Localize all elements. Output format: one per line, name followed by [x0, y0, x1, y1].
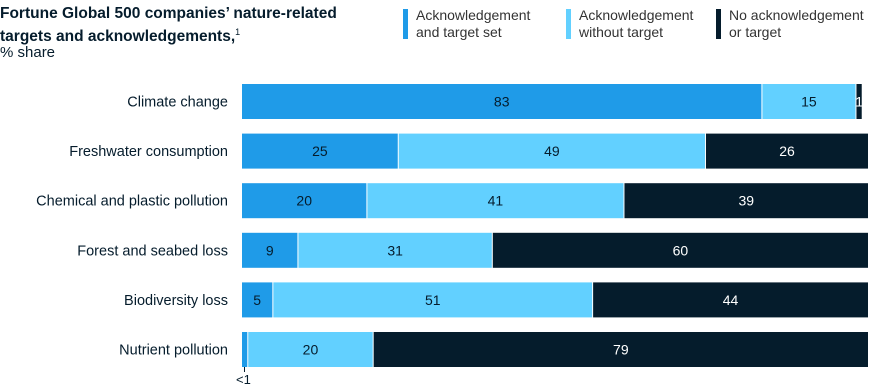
chart-subtitle: % share [0, 44, 56, 61]
category-label-climate-change: Climate change [127, 95, 228, 111]
bar-label-freshwater-consumption-no-acknowledgement: 26 [779, 143, 795, 159]
bar-climate-change-target-set [242, 84, 762, 119]
bar-label-climate-change-target-set: 83 [494, 94, 510, 110]
chart-title: Fortune Global 500 companies’ nature-rel… [0, 4, 380, 46]
bar-climate-change-no-acknowledgement [856, 84, 862, 119]
bar-label-nutrient-pollution-without-target: 20 [303, 342, 319, 358]
bar-chemical-and-plastic-pollution-no-acknowledgement [624, 183, 868, 219]
bar-forest-and-seabed-loss-no-acknowledgement [492, 232, 868, 268]
bar-label-biodiversity-loss-no-acknowledgement: 44 [723, 292, 739, 308]
bar-freshwater-consumption-no-acknowledgement [705, 133, 868, 169]
bar-climate-change-without-target [762, 84, 856, 119]
bar-label-biodiversity-loss-without-target: 51 [425, 292, 441, 308]
bar-label-freshwater-consumption-target-set: 25 [312, 143, 328, 159]
legend-label-target-set: Acknowledgement and target set [416, 7, 531, 40]
legend-label-without-target: Acknowledgement without target [579, 7, 694, 40]
bar-label-chemical-and-plastic-pollution-no-acknowledgement: 39 [738, 193, 754, 209]
bar-label-chemical-and-plastic-pollution-target-set: 20 [296, 193, 312, 209]
bar-label-nutrient-pollution-no-acknowledgement: 79 [613, 342, 629, 358]
bar-nutrient-pollution-no-acknowledgement [373, 332, 868, 367]
bar-label-freshwater-consumption-without-target: 49 [544, 143, 560, 159]
bar-forest-and-seabed-loss-target-set [242, 232, 298, 268]
bar-chemical-and-plastic-pollution-without-target [367, 183, 624, 219]
bar-label-chemical-and-plastic-pollution-without-target: 41 [488, 193, 504, 209]
legend-swatch-no-acknowledgement [716, 9, 721, 39]
bar-forest-and-seabed-loss-without-target [298, 232, 492, 268]
chart-title-text: Fortune Global 500 companies’ nature-rel… [0, 5, 337, 46]
bar-freshwater-consumption-without-target [398, 133, 705, 169]
legend-swatch-target-set [403, 9, 408, 39]
bar-label-biodiversity-loss-target-set: 5 [253, 292, 261, 308]
legend-item-target-set: Acknowledgement and target set [403, 7, 531, 41]
bar-nutrient-pollution-without-target [248, 332, 373, 367]
bar-biodiversity-loss-target-set [242, 282, 273, 318]
bar-label-forest-and-seabed-loss-target-set: 9 [266, 242, 274, 258]
legend-label-no-acknowledgement: No acknowledgement or target [729, 7, 864, 40]
category-label-biodiversity-loss: Biodiversity loss [124, 293, 228, 309]
bar-label-climate-change-without-target: 15 [801, 94, 817, 110]
legend-item-no-acknowledgement: No acknowledgement or target [716, 7, 864, 41]
bar-biodiversity-loss-no-acknowledgement [593, 282, 868, 318]
bar-biodiversity-loss-without-target [273, 282, 593, 318]
legend-item-without-target: Acknowledgement without target [566, 7, 694, 41]
category-label-freshwater-consumption: Freshwater consumption [69, 144, 228, 160]
category-label-nutrient-pollution: Nutrient pollution [119, 343, 228, 359]
bar-label-nutrient-pollution-target-set: <1 [236, 372, 251, 387]
bar-nutrient-pollution-target-set [242, 332, 248, 367]
bar-freshwater-consumption-target-set [242, 133, 398, 169]
bar-chemical-and-plastic-pollution-target-set [242, 183, 367, 219]
bar-label-forest-and-seabed-loss-without-target: 31 [387, 242, 403, 258]
bar-label-forest-and-seabed-loss-no-acknowledgement: 60 [673, 242, 689, 258]
title-footnote-marker: 1 [235, 27, 241, 37]
category-label-forest-and-seabed-loss: Forest and seabed loss [77, 243, 228, 259]
category-label-chemical-and-plastic-pollution: Chemical and plastic pollution [36, 194, 228, 210]
bar-label-climate-change-no-acknowledgement: 1 [855, 94, 863, 110]
legend-swatch-without-target [566, 9, 571, 39]
